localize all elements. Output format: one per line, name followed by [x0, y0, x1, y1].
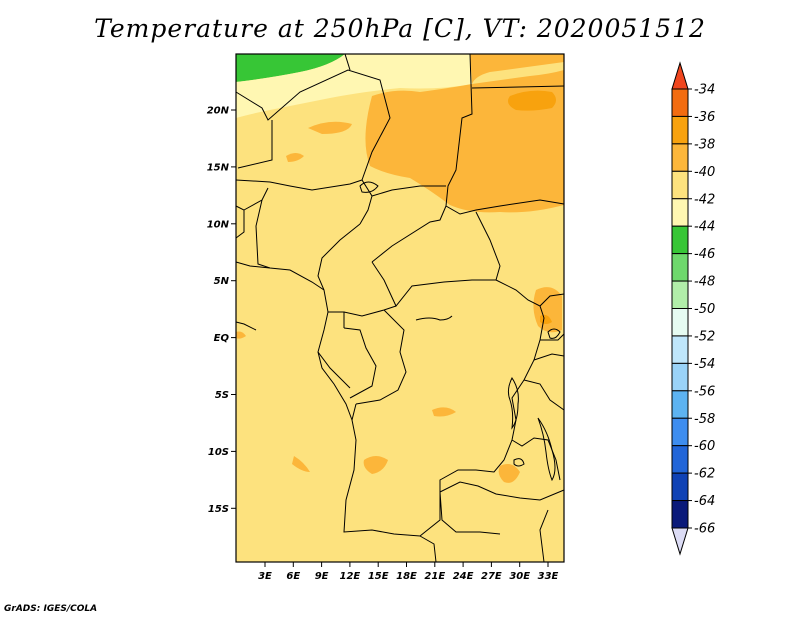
colorbar-swatch [671, 170, 689, 200]
colorbar-swatch [671, 253, 689, 282]
longitude-axis: 3E 6E 9E 12E 15E 18E 21E 24E 27E 30E 33E [258, 562, 559, 582]
colorbar-label: -38 [694, 137, 715, 152]
lon-tick-label: 3E [258, 571, 272, 582]
lat-tick-label: 15S [208, 504, 229, 515]
colorbar-swatch [671, 445, 689, 474]
colorbar-label: -66 [694, 522, 715, 537]
lon-tick-label: 15E [368, 571, 389, 582]
colorbar-label: -34 [694, 83, 715, 98]
lat-tick-label: 10S [208, 447, 229, 458]
colorbar-label: -46 [694, 247, 715, 262]
footer-credit: GrADS: IGES/COLA [4, 604, 98, 614]
lon-tick-label: 21E [424, 571, 445, 582]
colorbar-swatch [671, 280, 689, 309]
lakes [359, 181, 561, 482]
field-patch-minus44 [236, 54, 345, 82]
colorbar-swatch [671, 308, 689, 337]
colorbar-swatch [671, 472, 689, 502]
lon-tick-label: 12E [340, 571, 361, 582]
colorbar-label: -48 [694, 275, 715, 290]
field-patch-minus38-c [286, 153, 304, 162]
colorbar-swatch [671, 115, 689, 145]
lat-tick-label: 5N [214, 276, 230, 287]
colorbar-label: -52 [694, 329, 715, 344]
map-title: Temperature at 250hPa [C], VT: 202005151… [94, 14, 706, 43]
lon-tick-label: 24E [453, 571, 474, 582]
lat-tick-label: 10N [207, 219, 230, 230]
colorbar-label: -50 [694, 302, 715, 317]
lon-tick-label: 33E [538, 571, 559, 582]
colorbar-top-arrow [671, 61, 689, 90]
colorbar-label: -58 [694, 412, 715, 427]
field-patch-minus36 [508, 90, 556, 111]
colorbar-label: -42 [694, 192, 715, 207]
colorbar-swatch [671, 500, 689, 529]
field-patch-minus38-g [498, 464, 520, 483]
field-patch-minus42 [236, 54, 472, 118]
field-patch-minus38-b [308, 121, 352, 134]
lon-tick-label: 18E [396, 571, 417, 582]
field-patch-minus38-e [292, 456, 310, 472]
lat-tick-label: 15N [207, 162, 230, 173]
colorbar-label: -40 [694, 165, 715, 180]
colorbar-swatch [671, 390, 689, 419]
colorbar-label: -36 [694, 110, 715, 125]
map-panel: 20N 15N 10N 5N EQ 5S 10S 15S 3E 6E 9E 12E 15E 18E 21E… [207, 53, 565, 582]
lat-tick-label: 20N [207, 106, 230, 117]
colorbar-label: -44 [694, 220, 715, 235]
country-borders [235, 53, 565, 563]
colorbar-swatch [671, 143, 689, 172]
colorbar: -34 -36 -38 -40 -42 -44 -46 -48 -50 -52 -54 -56 -58 -… [671, 61, 715, 556]
colorbar-swatch [671, 335, 689, 364]
colorbar-label: -62 [694, 467, 715, 482]
colorbar-label: -54 [694, 357, 715, 372]
lon-tick-label: 27E [481, 571, 502, 582]
colorbar-swatch [671, 88, 689, 117]
field-patch-minus38-d [363, 456, 388, 474]
latitude-axis: 20N 15N 10N 5N EQ 5S 10S 15S [207, 106, 236, 515]
colorbar-label: -56 [694, 384, 715, 399]
colorbar-swatch [671, 225, 689, 255]
field-patch-minus38-i [236, 331, 246, 339]
lon-tick-label: 6E [286, 571, 300, 582]
colorbar-label: -64 [694, 494, 715, 509]
lat-tick-label: 5S [215, 390, 229, 401]
colorbar-label: -60 [694, 439, 715, 454]
field-patch-minus38-f [432, 407, 456, 417]
field-patch-minus38-top [470, 54, 564, 84]
lat-tick-label: EQ [214, 333, 230, 344]
colorbar-bottom-arrow [671, 527, 689, 556]
lon-tick-label: 9E [315, 571, 329, 582]
map-frame [235, 53, 565, 563]
lon-tick-label: 30E [509, 571, 530, 582]
temperature-field [236, 54, 564, 483]
colorbar-swatch [671, 362, 689, 392]
colorbar-swatch [671, 417, 689, 447]
colorbar-swatch [671, 198, 689, 227]
